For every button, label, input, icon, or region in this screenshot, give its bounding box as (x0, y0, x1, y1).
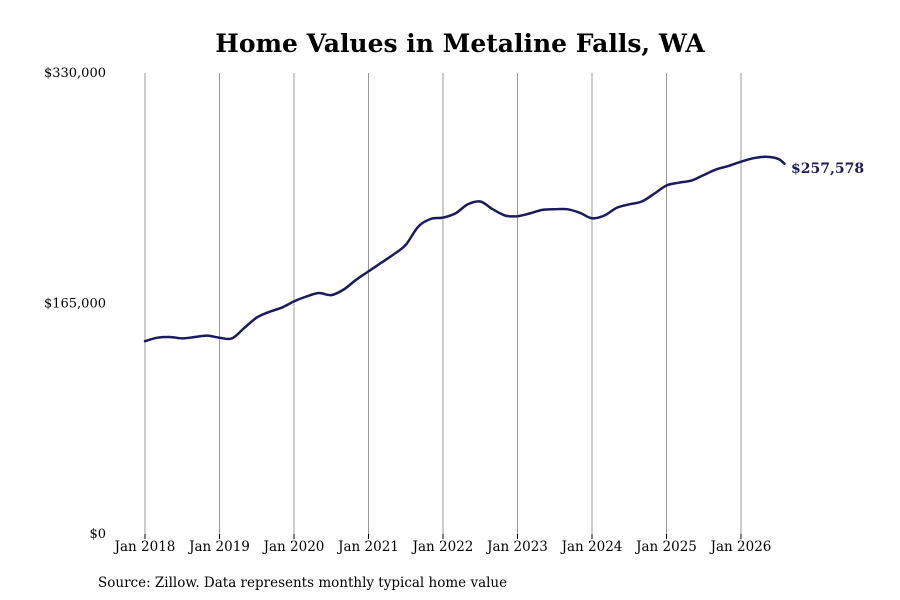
y-tick-label: $0 (89, 527, 106, 542)
x-tick-label: Jan 2024 (560, 539, 623, 555)
series-layer (143, 155, 786, 343)
x-tick-label: Jan 2020 (262, 539, 325, 555)
y-tick-label: $165,000 (44, 297, 106, 312)
x-tick-label: Jan 2025 (634, 539, 697, 555)
x-tick-label: Jan 2023 (485, 539, 548, 555)
x-tick-label: Jan 2019 (187, 539, 250, 555)
x-axis-ticks: Jan 2018 Jan 2019 Jan 2020 Jan 2021 Jan 2022… (113, 534, 772, 555)
end-value-label: $257,578 (791, 161, 864, 177)
y-tick-label: $330,000 (44, 66, 106, 81)
y-axis-ticks: $0 $165,000 $330,000 (44, 66, 106, 542)
x-tick-label: Jan 2022 (411, 539, 474, 555)
x-tick-label: Jan 2026 (709, 539, 772, 555)
series-line (143, 155, 786, 343)
x-tick-label: Jan 2021 (336, 539, 399, 555)
vertical-gridlines (144, 73, 742, 534)
source-note: Source: Zillow. Data represents monthly … (98, 575, 507, 591)
chart-title: Home Values in Metaline Falls, WA (215, 29, 705, 58)
x-tick-label: Jan 2018 (113, 539, 176, 555)
